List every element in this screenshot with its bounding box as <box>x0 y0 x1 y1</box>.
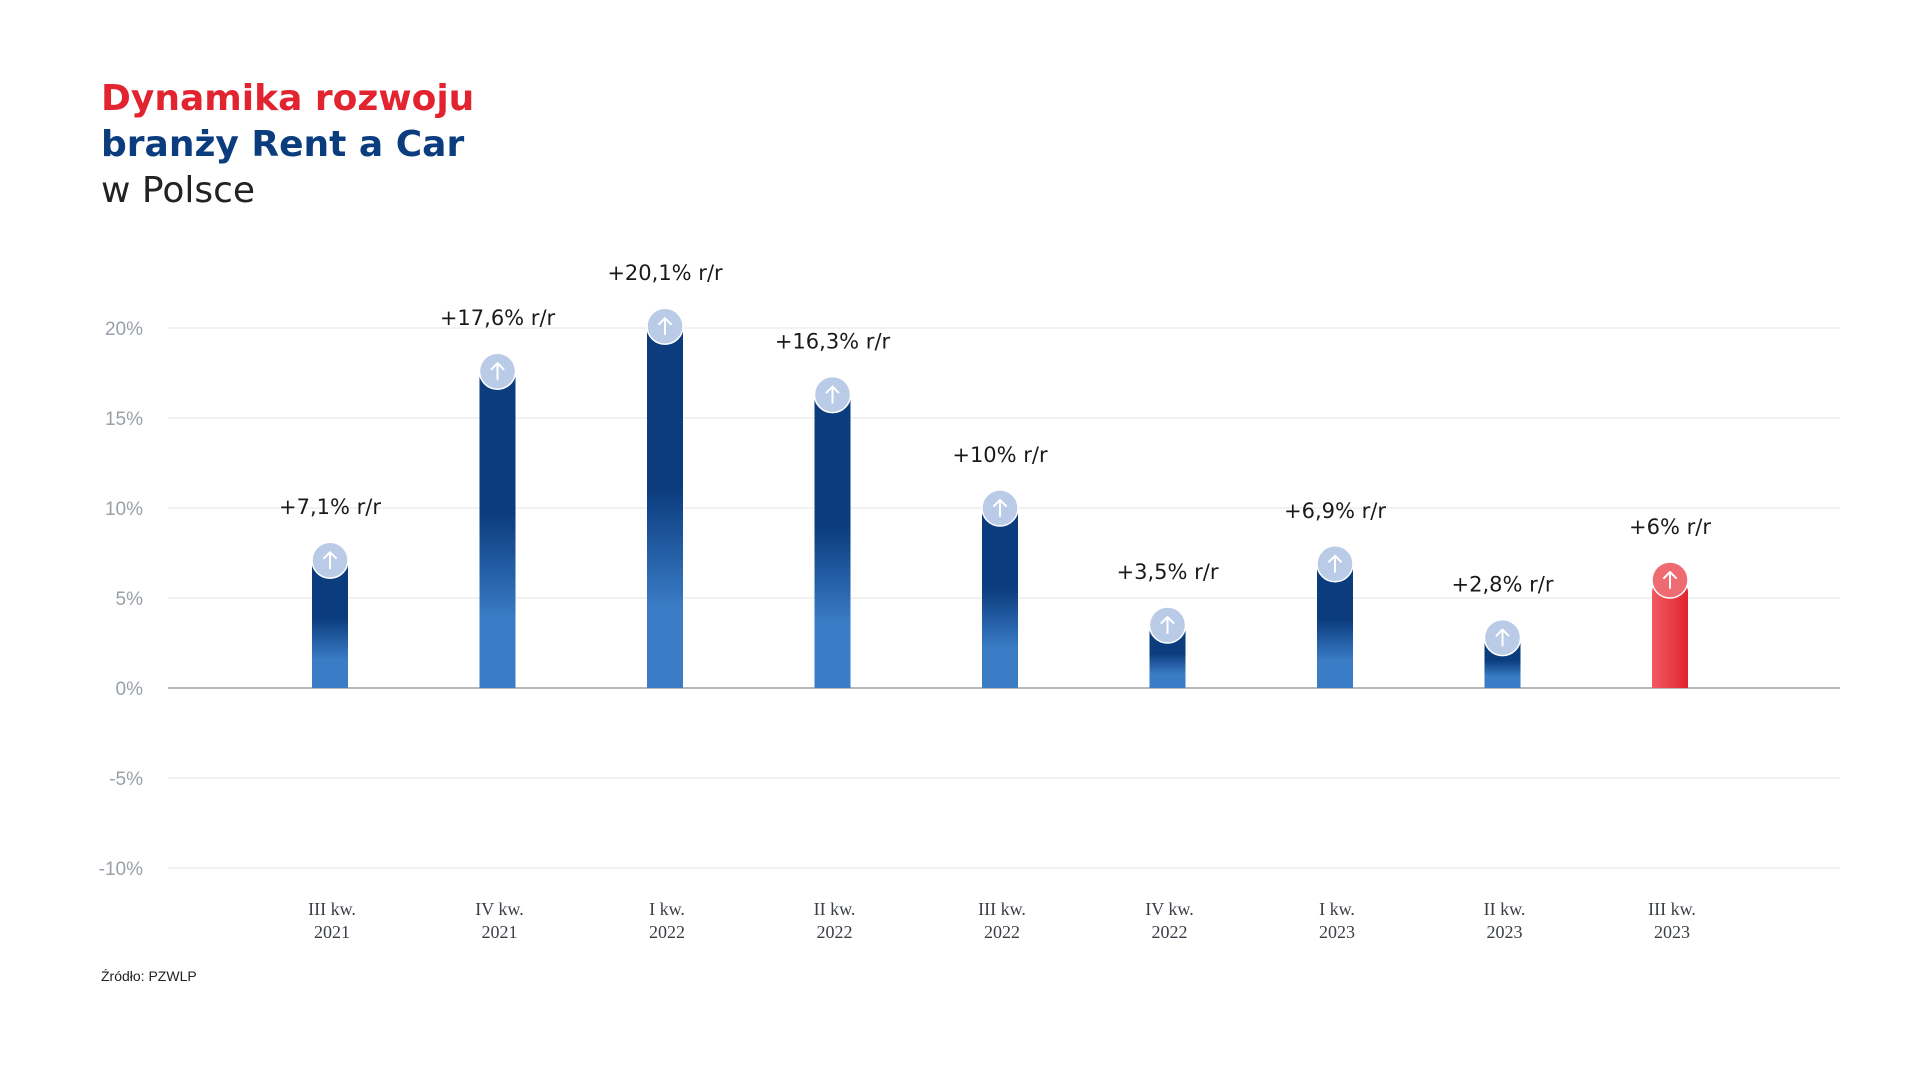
chart-title: Dynamika rozwoju branży Rent a Car w Pol… <box>101 76 474 214</box>
y-tick-label: -10% <box>99 859 143 880</box>
bar-highlight <box>1652 580 1688 688</box>
bar <box>982 508 1018 688</box>
data-label: +10% r/r <box>952 443 1048 467</box>
x-tick-label-quarter: IV kw. <box>1145 899 1194 919</box>
bars <box>311 307 1689 688</box>
data-label: +17,6% r/r <box>440 306 556 330</box>
x-axis: III kw. 2021 IV kw. 2021 I kw. 2022 II kw. 2022… <box>308 899 1696 942</box>
bar <box>312 560 348 688</box>
arrow-up-icon <box>478 352 517 390</box>
data-label: +3,5% r/r <box>1117 560 1219 584</box>
arrow-up-icon <box>1316 545 1354 583</box>
arrow-up-icon <box>1148 606 1187 644</box>
data-labels: +7,1% r/r +17,6% r/r +20,1% r/r +16,3% r/r +… <box>279 261 1711 596</box>
arrow-glyph <box>993 499 1007 517</box>
x-tick-label-quarter: I kw. <box>649 899 685 919</box>
x-tick-label-quarter: III kw. <box>1648 899 1696 919</box>
x-tick-label-year: 2022 <box>984 922 1020 942</box>
data-label: +6,9% r/r <box>1284 499 1386 523</box>
x-tick-label-quarter: II kw. <box>814 899 856 919</box>
x-tick-label-year: 2023 <box>1487 922 1523 942</box>
y-tick-label: 10% <box>105 499 143 520</box>
y-tick-label: -5% <box>109 769 143 790</box>
x-tick-label-year: 2023 <box>1319 922 1355 942</box>
arrow-glyph <box>490 362 505 381</box>
bar <box>647 326 683 688</box>
y-tick-label: 5% <box>116 589 144 610</box>
arrow-glyph <box>1495 628 1510 647</box>
arrow-glyph <box>323 551 337 570</box>
title-line-3: w Polsce <box>101 170 256 211</box>
x-tick-label-year: 2021 <box>482 922 518 942</box>
y-axis: 20% 15% 10% 5% 0% -5% -10% <box>99 319 143 880</box>
title-line-2: branży Rent a Car <box>101 124 465 165</box>
x-tick-label-year: 2023 <box>1654 922 1690 942</box>
arrow-glyph <box>1663 571 1677 589</box>
y-tick-label: 15% <box>105 409 143 430</box>
arrow-up-icon <box>813 375 852 414</box>
x-tick-label-quarter: III kw. <box>308 899 356 919</box>
arrow-glyph <box>1328 554 1342 573</box>
data-label: +6% r/r <box>1629 515 1711 539</box>
arrow-up-icon <box>1483 618 1522 657</box>
arrow-up-icon <box>311 541 349 579</box>
arrow-glyph <box>825 385 840 404</box>
bar <box>814 394 851 688</box>
data-label: +2,8% r/r <box>1452 573 1554 597</box>
x-tick-label-quarter: I kw. <box>1319 899 1355 919</box>
data-label: +20,1% r/r <box>607 261 723 285</box>
x-tick-label-year: 2022 <box>1152 922 1188 942</box>
x-tick-label-quarter: II kw. <box>1484 899 1526 919</box>
bar-highlight-base <box>1652 674 1688 688</box>
x-tick-label-year: 2021 <box>314 922 350 942</box>
x-tick-label-quarter: III kw. <box>978 899 1026 919</box>
bar <box>479 371 516 688</box>
y-tick-label: 0% <box>116 679 144 700</box>
arrow-up-icon <box>981 489 1019 527</box>
x-tick-label-year: 2022 <box>649 922 685 942</box>
x-tick-label-year: 2022 <box>817 922 853 942</box>
bar <box>1317 563 1353 688</box>
title-line-1: Dynamika rozwoju <box>101 78 475 119</box>
arrow-up-icon <box>1651 561 1689 599</box>
data-label: +16,3% r/r <box>775 330 891 354</box>
arrow-up-icon <box>646 307 684 345</box>
source-note: Źródło: PZWLP <box>101 968 197 984</box>
y-tick-label: 20% <box>105 319 143 340</box>
data-label: +7,1% r/r <box>279 495 381 519</box>
arrow-glyph <box>1160 616 1175 634</box>
x-tick-label-quarter: IV kw. <box>475 899 524 919</box>
arrow-glyph <box>658 317 672 336</box>
